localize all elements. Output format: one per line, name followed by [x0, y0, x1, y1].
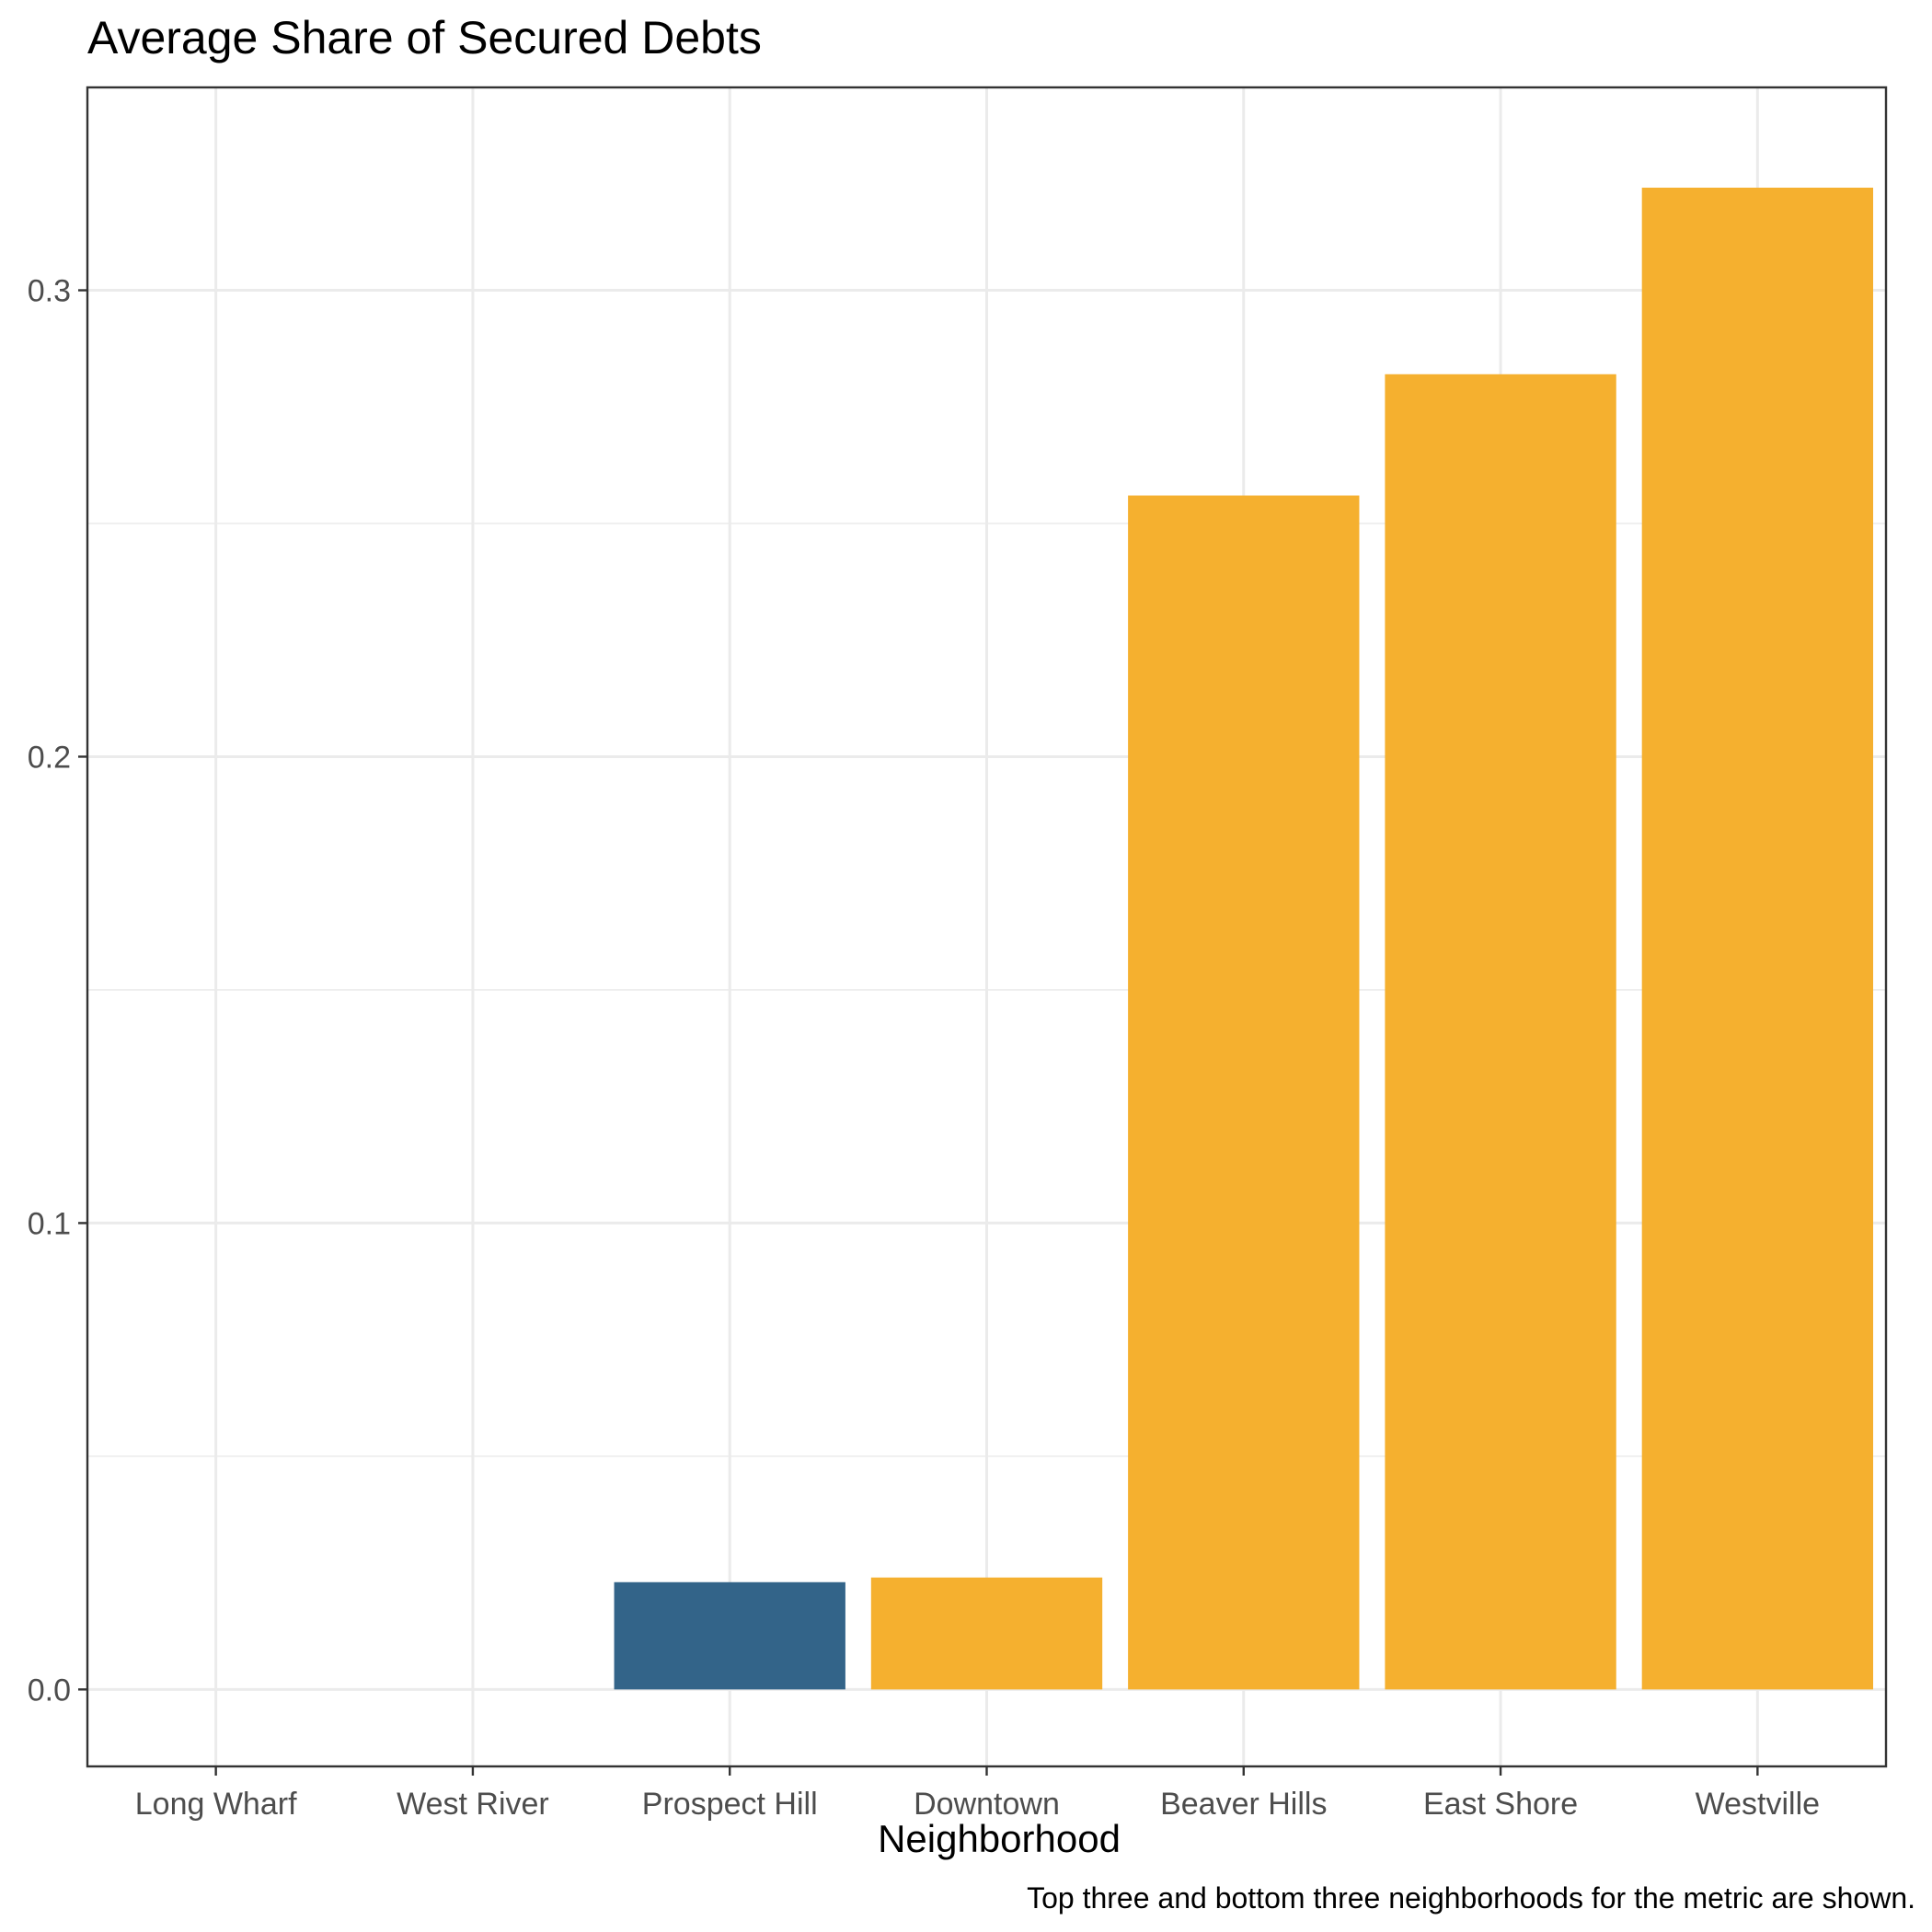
x-tick-label: East Shore	[1423, 1787, 1578, 1822]
y-tick-label: 0.2	[28, 740, 71, 775]
x-tick-label: Downtown	[914, 1787, 1060, 1822]
axes: 0.0 0.1 0.2 0.3 Long Wharf West River Prospect…	[28, 274, 1820, 1822]
x-tick-label: Prospect Hill	[642, 1787, 818, 1822]
bar-east-shore	[1385, 374, 1616, 1690]
bar-beaver-hills	[1128, 495, 1360, 1690]
chart-title: Average Share of Secured Debts	[87, 12, 762, 63]
bar-prospect-hill	[614, 1581, 845, 1690]
bars	[614, 187, 1874, 1690]
bar-downtown	[870, 1577, 1103, 1690]
bar-westville	[1641, 187, 1874, 1690]
chart-caption: Top three and bottom three neighborhoods…	[1027, 1881, 1915, 1915]
x-tick-label: West River	[397, 1787, 549, 1822]
y-tick-label: 0.1	[28, 1206, 71, 1241]
y-tick-label: 0.0	[28, 1673, 71, 1708]
x-tick-label: Long Wharf	[135, 1787, 297, 1822]
x-axis-title: Neighborhood	[878, 1817, 1121, 1860]
x-tick-label: Beaver Hills	[1160, 1787, 1327, 1822]
y-tick-label: 0.3	[28, 274, 71, 309]
x-tick-label: Westville	[1696, 1787, 1820, 1822]
